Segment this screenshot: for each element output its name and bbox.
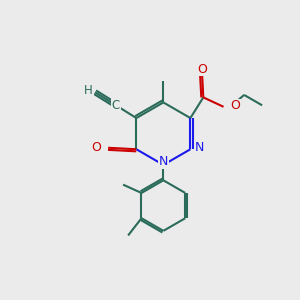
Text: C: C	[112, 99, 120, 112]
Text: O: O	[92, 141, 102, 154]
Text: N: N	[158, 155, 168, 168]
Text: O: O	[197, 63, 207, 76]
Text: O: O	[230, 99, 240, 112]
Text: H: H	[84, 84, 93, 97]
Text: N: N	[195, 141, 204, 154]
